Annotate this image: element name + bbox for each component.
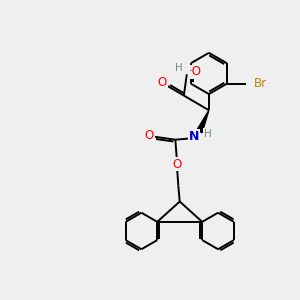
Text: H: H: [204, 129, 212, 139]
Text: O: O: [173, 158, 182, 171]
Text: N: N: [189, 130, 200, 143]
Text: Br: Br: [254, 77, 267, 90]
Polygon shape: [197, 110, 209, 133]
Text: O: O: [158, 76, 167, 89]
Text: O: O: [145, 129, 154, 142]
Text: ·O: ·O: [188, 65, 201, 79]
Text: H: H: [175, 63, 182, 73]
